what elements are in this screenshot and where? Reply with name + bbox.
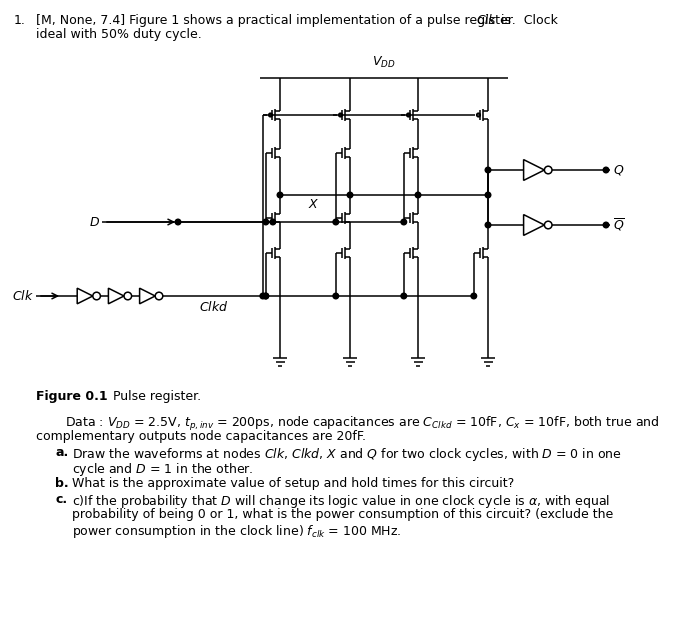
Circle shape [485,167,491,173]
Circle shape [333,293,339,299]
Text: Draw the waveforms at nodes $\mathit{Clk}$, $\mathit{Clkd}$, $\mathit{X}$ and $\: Draw the waveforms at nodes $\mathit{Clk… [72,446,622,463]
Circle shape [263,219,268,225]
Circle shape [485,222,491,228]
Text: $Clkd$: $Clkd$ [199,300,228,314]
Text: ideal with 50% duty cycle.: ideal with 50% duty cycle. [36,28,201,41]
Text: a.: a. [55,446,68,459]
Text: Figure 0.1: Figure 0.1 [36,390,107,403]
Text: $D$: $D$ [89,216,100,229]
Text: Pulse register.: Pulse register. [105,390,201,403]
Text: $Q$: $Q$ [613,163,625,177]
Circle shape [401,293,406,299]
Circle shape [485,192,491,198]
Circle shape [603,167,609,173]
Text: probability of being 0 or 1, what is the power consumption of this circuit? (exc: probability of being 0 or 1, what is the… [72,508,613,521]
Text: c.: c. [55,493,67,506]
Circle shape [415,192,420,198]
Text: cycle and $D$ = 1 in the other.: cycle and $D$ = 1 in the other. [72,461,254,478]
Text: c)If the probability that $D$ will change its logic value in one clock cycle is : c)If the probability that $D$ will chang… [72,493,610,510]
Circle shape [263,293,268,299]
Circle shape [401,219,406,225]
Circle shape [263,293,268,299]
Text: is: is [497,14,511,27]
Text: 1.: 1. [14,14,26,27]
Text: What is the approximate value of setup and hold times for this circuit?: What is the approximate value of setup a… [72,477,514,490]
Text: $\overline{Q}$: $\overline{Q}$ [613,217,625,233]
Text: b.: b. [55,477,69,490]
Circle shape [347,192,353,198]
Circle shape [260,293,266,299]
Circle shape [471,293,477,299]
Text: Data : $V_{DD}$ = 2.5V, $t_{p,inv}$ = 200ps, node capacitances are $C_{Clkd}$ = : Data : $V_{DD}$ = 2.5V, $t_{p,inv}$ = 20… [65,415,660,433]
Text: $Clk$: $Clk$ [12,289,34,303]
Circle shape [270,219,276,225]
Text: power consumption in the clock line) $f_{clk}$ = 100 MHz.: power consumption in the clock line) $f_… [72,523,402,540]
Circle shape [277,192,283,198]
Text: complementary outputs node capacitances are 20fF.: complementary outputs node capacitances … [36,430,366,443]
Circle shape [175,219,180,225]
Text: [M, None, 7.4] Figure 1 shows a practical implementation of a pulse register.  C: [M, None, 7.4] Figure 1 shows a practica… [36,14,562,27]
Circle shape [603,222,609,228]
Text: $V_{DD}$: $V_{DD}$ [372,55,396,70]
Text: Clk: Clk [476,14,496,27]
Circle shape [333,219,339,225]
Text: X: X [309,198,317,211]
